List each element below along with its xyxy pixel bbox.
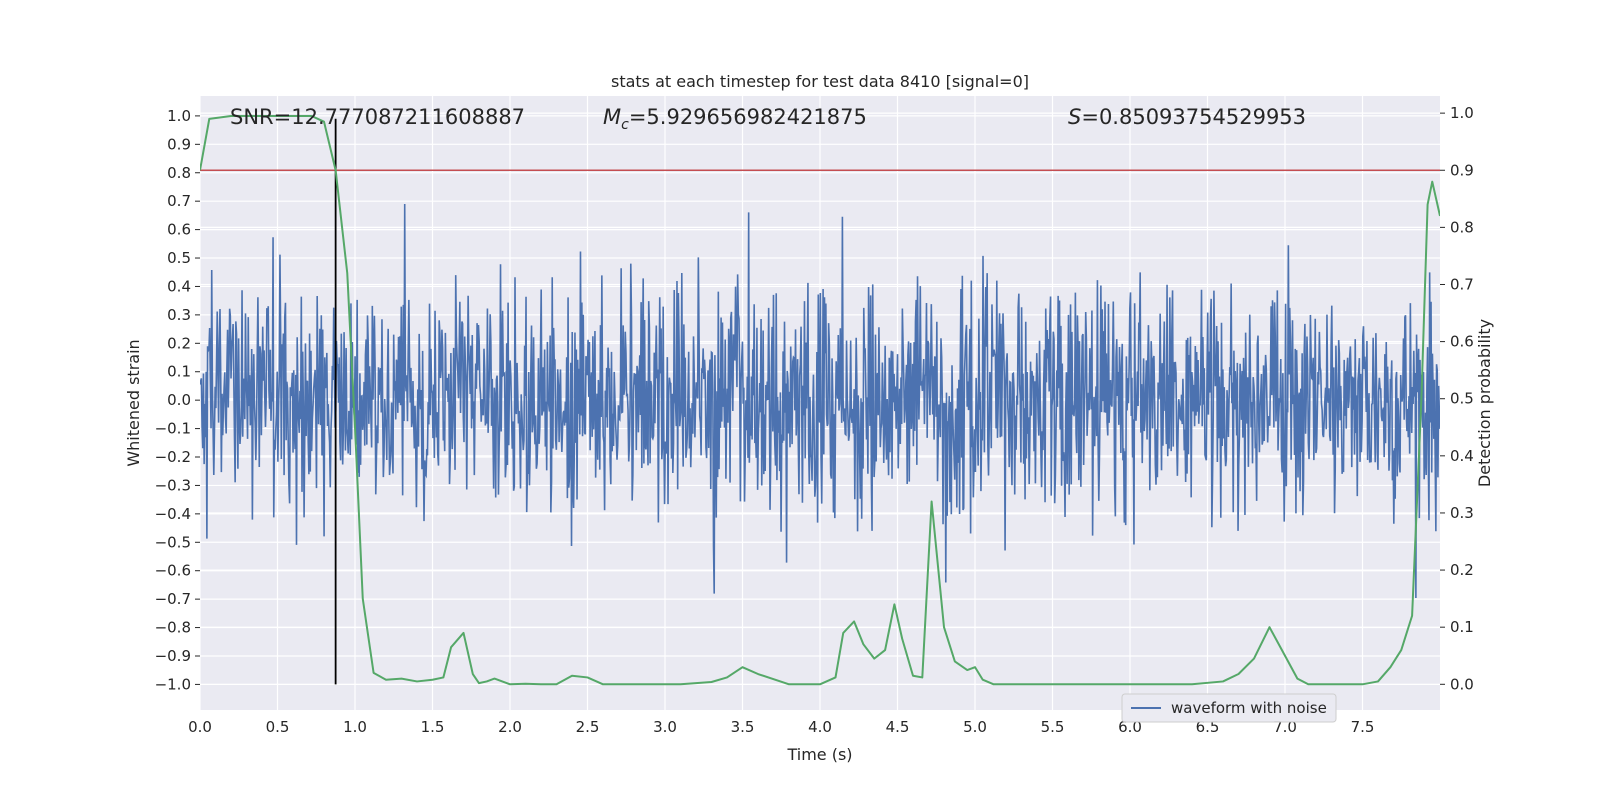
y-right-tick-label: 0.8: [1450, 218, 1474, 236]
x-tick-label: 4.0: [808, 718, 832, 736]
probability-line: [200, 114, 1440, 686]
chirp-mass-symbol: M: [603, 105, 621, 129]
y-left-tick-label: 0.6: [167, 221, 191, 239]
snr-annotation: SNR=12.777087211608887: [230, 105, 525, 129]
y-right-tick-label: 0.6: [1450, 333, 1474, 351]
chirp-mass-value: =5.929656982421875: [629, 105, 867, 129]
y-right-tick-label: 0.0: [1450, 675, 1474, 693]
y-left-tick-label: −0.5: [155, 533, 191, 551]
y-left-tick-label: 0.2: [167, 334, 191, 352]
waveform-line: [200, 203, 1440, 599]
y-left-tick-label: −0.3: [155, 476, 191, 494]
y-left-tick-labels: 1.0 0.9 0.8 0.7 0.6 0.5 0.4 0.3 0.2 0.1 0.0 −0.1 −0.…: [155, 107, 200, 693]
y-left-tick-label: 0.0: [167, 391, 191, 409]
x-tick-label: 2.0: [498, 718, 522, 736]
y-left-tick-label: 0.3: [167, 306, 191, 324]
y-left-tick-label: −0.2: [155, 448, 191, 466]
y-left-tick-label: −0.9: [155, 647, 191, 665]
y-left-tick-label: 0.8: [167, 164, 191, 182]
chart-title: stats at each timestep for test data 841…: [611, 72, 1029, 91]
chirp-mass-annotation: Mc=5.929656982421875: [603, 105, 867, 133]
y-left-tick-label: 0.5: [167, 249, 191, 267]
y-right-tick-label: 0.2: [1450, 561, 1474, 579]
x-tick-label: 7.5: [1351, 718, 1375, 736]
y-right-tick-label: 1.0: [1450, 104, 1474, 122]
x-tick-labels: 0.0 0.5 1.0 1.5 2.0 2.5 3.0 3.5 4.0 4.5 5.0 5.5 6.0 6…: [188, 718, 1374, 736]
x-tick-label: 5.0: [963, 718, 987, 736]
y-right-tick-label: 0.4: [1450, 447, 1474, 465]
y-right-tick-label: 0.1: [1450, 618, 1474, 636]
y-right-tick-label: 0.9: [1450, 161, 1474, 179]
x-tick-label: 0.5: [266, 718, 290, 736]
x-axis-label: Time (s): [786, 745, 852, 764]
x-tick-label: 1.0: [343, 718, 367, 736]
y-right-tick-label: 0.7: [1450, 275, 1474, 293]
y-right-tick-label: 0.3: [1450, 504, 1474, 522]
x-tick-label: 0.0: [188, 718, 212, 736]
y-right-tick-labels: 1.0 0.9 0.8 0.7 0.6 0.5 0.4 0.3 0.2 0.1 0.0: [1440, 104, 1474, 693]
y-left-tick-label: 0.7: [167, 192, 191, 210]
y-left-tick-label: −1.0: [155, 675, 191, 693]
legend: waveform with noise: [1121, 693, 1337, 723]
y-axis-left-label: Whitened strain: [124, 339, 143, 466]
y-axis-right-label: Detection probability: [1475, 319, 1494, 487]
y-left-tick-label: −0.8: [155, 619, 191, 637]
y-left-tick-label: −0.7: [155, 590, 191, 608]
x-tick-label: 3.0: [653, 718, 677, 736]
x-tick-label: 5.5: [1041, 718, 1065, 736]
x-tick-label: 1.5: [421, 718, 445, 736]
x-tick-label: 2.5: [576, 718, 600, 736]
s-annotation: S=0.85093754529953: [1068, 105, 1306, 129]
x-tick-label: 3.5: [731, 718, 755, 736]
legend-box: [1121, 693, 1337, 723]
y-left-tick-label: −0.1: [155, 420, 191, 438]
waveform-series: [200, 203, 1440, 599]
y-left-tick-label: −0.4: [155, 505, 191, 523]
legend-entry-waveform: waveform with noise: [1171, 699, 1327, 717]
y-left-tick-label: 0.9: [167, 135, 191, 153]
s-symbol: S: [1068, 105, 1081, 129]
probability-series: [200, 114, 1440, 686]
y-left-tick-label: 0.1: [167, 363, 191, 381]
chirp-mass-subscript: c: [621, 117, 629, 133]
s-value: =0.85093754529953: [1081, 105, 1306, 129]
y-left-tick-label: −0.6: [155, 562, 191, 580]
y-left-tick-label: 1.0: [167, 107, 191, 125]
y-left-tick-label: 0.4: [167, 277, 191, 295]
y-right-tick-label: 0.5: [1450, 390, 1474, 408]
x-tick-label: 4.5: [886, 718, 910, 736]
overlay-lines: [200, 118, 1440, 685]
